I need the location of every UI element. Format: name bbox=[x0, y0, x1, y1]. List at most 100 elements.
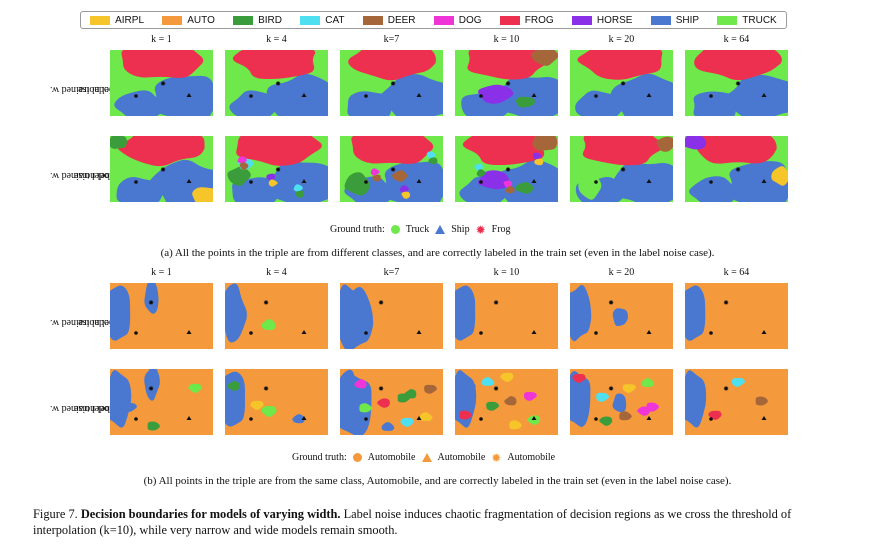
svg-text:✹: ✹ bbox=[275, 166, 281, 174]
legend-swatch bbox=[90, 15, 111, 25]
decision-boundary-image: ✹ bbox=[455, 50, 558, 116]
decision-boundary-image: ✹ bbox=[455, 369, 558, 435]
legend-label: AUTO bbox=[187, 14, 215, 26]
decision-boundary-image: ✹ bbox=[685, 136, 788, 202]
legend-item-cat: CAT bbox=[300, 15, 345, 26]
decision-boundary-image: ✹ bbox=[685, 369, 788, 435]
decision-boundary-image: ✹ bbox=[455, 283, 558, 349]
svg-text:✹: ✹ bbox=[390, 166, 396, 174]
section-a-panel-clean-k7: ✹ bbox=[340, 50, 443, 116]
section-b-panel-clean-k20: ✹ bbox=[570, 283, 673, 349]
legend-item-ship: SHIP bbox=[650, 14, 700, 26]
column-labels-b: k = 1 k = 4 k=7 k = 10 k = 20 k = 64 bbox=[110, 267, 800, 281]
svg-text:✹: ✹ bbox=[620, 166, 626, 174]
svg-text:✹: ✹ bbox=[735, 80, 741, 88]
legend-swatch bbox=[162, 15, 183, 25]
svg-text:✹: ✹ bbox=[608, 385, 614, 393]
legend-swatch bbox=[499, 15, 520, 25]
svg-text:✹: ✹ bbox=[493, 299, 499, 307]
row-label-clean-b: Model trained w. no label noise bbox=[50, 316, 134, 328]
figure-section-b: k = 1 k = 4 k=7 k = 10 k = 20 k = 64 Mod… bbox=[50, 267, 800, 473]
column-label-k7: k=7 bbox=[383, 34, 400, 45]
decision-boundary-image: ✹ bbox=[225, 283, 328, 349]
section-b-panel-clean-k7: ✹ bbox=[340, 283, 443, 349]
legend-item-airpl: AIRPL bbox=[90, 15, 144, 26]
svg-text:✹: ✹ bbox=[723, 385, 729, 393]
column-label-k64: k = 64 bbox=[723, 34, 750, 45]
legend-item-frog: FROG bbox=[499, 14, 554, 26]
svg-text:✹: ✹ bbox=[148, 299, 154, 307]
column-label-k10: k = 10 bbox=[493, 267, 520, 278]
column-label-k4: k = 4 bbox=[266, 267, 287, 278]
decision-boundary-image: ✹ bbox=[110, 50, 213, 116]
legend-swatch bbox=[433, 15, 454, 25]
legend-label: BIRD bbox=[258, 14, 282, 26]
svg-text:✹: ✹ bbox=[148, 385, 154, 393]
section-a-panel-clean-k1: ✹ bbox=[110, 50, 213, 116]
ship-marker-icon bbox=[435, 225, 446, 234]
svg-text:✹: ✹ bbox=[620, 80, 626, 88]
frog-marker-icon: ✹ bbox=[475, 222, 486, 237]
column-label-k1: k = 1 bbox=[151, 267, 172, 278]
section-a-panel-noisy-k10: ✹ bbox=[455, 136, 558, 202]
decision-boundary-image: ✹ bbox=[685, 283, 788, 349]
svg-text:✹: ✹ bbox=[263, 385, 269, 393]
decision-boundary-image: ✹ bbox=[340, 50, 443, 116]
legend-label: TRUCK bbox=[742, 14, 777, 26]
row-label-noisy-b: Model trained w. 20% label noise bbox=[50, 402, 138, 414]
decision-boundary-image: ✹ bbox=[225, 50, 328, 116]
section-a-panel-noisy-k7: ✹ bbox=[340, 136, 443, 202]
ground-truth-legend-a: Ground truth: Truck Ship ✹ Frog bbox=[330, 222, 511, 237]
legend-label: SHIP bbox=[675, 14, 700, 26]
column-label-k20: k = 20 bbox=[608, 34, 635, 45]
decision-boundary-image: ✹ bbox=[225, 369, 328, 435]
legend-label: FROG bbox=[524, 14, 554, 26]
decision-boundary-image: ✹ bbox=[340, 136, 443, 202]
section-b-panel-clean-k10: ✹ bbox=[455, 283, 558, 349]
decision-boundary-image: ✹ bbox=[110, 136, 213, 202]
figure-section-a: k = 1 k = 4 k=7 k = 10 k = 20 k = 64 Mod… bbox=[50, 34, 800, 240]
section-b-panel-noisy-k1: ✹ bbox=[110, 369, 213, 435]
section-a-panel-clean-k64: ✹ bbox=[685, 50, 788, 116]
legend-item-auto: AUTO bbox=[162, 15, 215, 26]
decision-boundary-image: ✹ bbox=[225, 136, 328, 202]
section-b-panel-noisy-k10: ✹ bbox=[455, 369, 558, 435]
section-b-panel-clean-k4: ✹ bbox=[225, 283, 328, 349]
svg-text:✹: ✹ bbox=[390, 80, 396, 88]
figure-caption-bold: Decision boundaries for models of varyin… bbox=[80, 507, 341, 521]
decision-boundary-image: ✹ bbox=[570, 283, 673, 349]
svg-text:✹: ✹ bbox=[263, 299, 269, 307]
row-label-noisy-a: Model trained w. 20% label noise bbox=[50, 169, 138, 181]
legend-swatch bbox=[362, 15, 383, 25]
decision-boundary-image: ✹ bbox=[570, 369, 673, 435]
column-label-k1: k = 1 bbox=[151, 34, 172, 45]
svg-text:✹: ✹ bbox=[378, 299, 384, 307]
legend-label: HORSE bbox=[596, 14, 633, 26]
figure-caption: Figure 7. Decision boundaries for models… bbox=[33, 507, 792, 537]
column-label-k20: k = 20 bbox=[608, 267, 635, 278]
svg-text:✹: ✹ bbox=[160, 80, 166, 88]
section-a-panel-noisy-k20: ✹ bbox=[570, 136, 673, 202]
section-a-panel-clean-k10: ✹ bbox=[455, 50, 558, 116]
automobile-dot-marker-icon bbox=[352, 453, 362, 462]
row-label-clean-a: Model trained w. no label noise bbox=[50, 83, 134, 95]
legend-item-truck: TRUCK bbox=[717, 14, 777, 26]
svg-text:✹: ✹ bbox=[505, 166, 511, 174]
section-a-panel-clean-k20: ✹ bbox=[570, 50, 673, 116]
section-b-panel-clean-k1: ✹ bbox=[110, 283, 213, 349]
decision-boundary-image: ✹ bbox=[570, 50, 673, 116]
decision-boundary-image: ✹ bbox=[570, 136, 673, 202]
section-b-panel-noisy-k64: ✹ bbox=[685, 369, 788, 435]
column-label-k7: k=7 bbox=[383, 267, 400, 278]
column-label-k64: k = 64 bbox=[723, 267, 750, 278]
legend-label: DEER bbox=[387, 14, 416, 26]
decision-boundary-image: ✹ bbox=[110, 283, 213, 349]
legend-swatch bbox=[571, 15, 592, 25]
legend-label: DOG bbox=[458, 14, 482, 26]
svg-text:✹: ✹ bbox=[608, 299, 614, 307]
column-label-k4: k = 4 bbox=[266, 34, 287, 45]
class-legend: AIRPL AUTO BIRD CAT DEER DOG FROG HORSE SHIP TRUC… bbox=[80, 11, 787, 29]
column-labels-a: k = 1 k = 4 k=7 k = 10 k = 20 k = 64 bbox=[110, 34, 800, 48]
column-label-k10: k = 10 bbox=[493, 34, 520, 45]
svg-text:✹: ✹ bbox=[378, 385, 384, 393]
